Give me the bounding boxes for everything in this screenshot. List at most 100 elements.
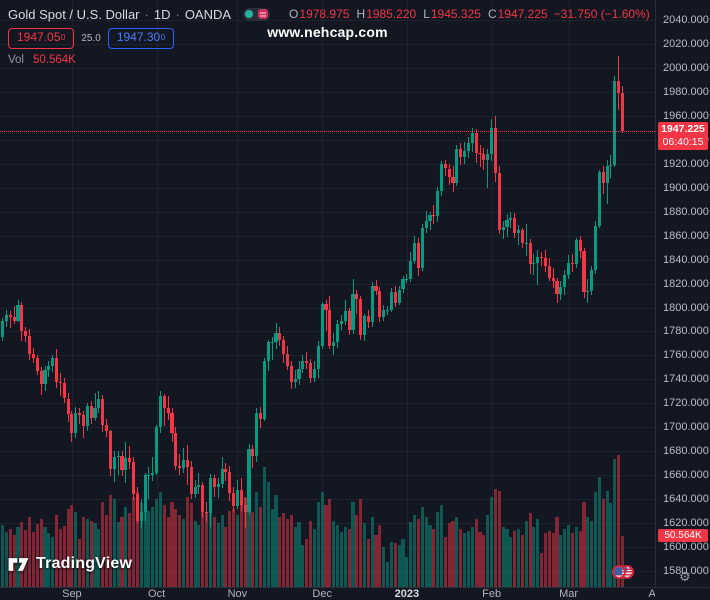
volume-legend-value: 50.564K xyxy=(33,54,76,66)
volume-bar xyxy=(497,491,501,587)
candle-body xyxy=(547,265,551,278)
volume-bar xyxy=(347,529,351,587)
timeframe[interactable]: 1D xyxy=(153,6,171,22)
volume-bar xyxy=(524,521,528,587)
volume-bar xyxy=(282,513,286,587)
candle-body xyxy=(89,405,93,418)
candle-body xyxy=(524,242,528,244)
last-price-label: 1947.225 06:40:15 xyxy=(658,122,708,151)
candle-wick xyxy=(487,149,489,188)
candle-body xyxy=(540,257,544,259)
candle-body xyxy=(332,342,336,346)
time-axis[interactable]: SepOctNovDec2023FebMarApr xyxy=(0,587,666,600)
volume-bar xyxy=(247,477,251,587)
volume-bar xyxy=(255,492,259,587)
volume-bar xyxy=(335,525,340,587)
tradingview-logo[interactable]: TradingView xyxy=(8,555,132,573)
symbol-title[interactable]: Gold Spot / U.S. Dollar xyxy=(8,6,140,22)
low-value: 1945.325 xyxy=(430,7,481,21)
candle-body xyxy=(62,382,66,399)
gridline-v xyxy=(156,0,158,587)
candle-wick xyxy=(198,472,200,495)
volume-bar xyxy=(412,515,417,587)
candle-body xyxy=(31,354,35,358)
candle-wick xyxy=(206,501,208,522)
price-tick-label: 1580.000 xyxy=(663,565,709,577)
candle-body xyxy=(620,93,625,132)
market-status-toggle-icon[interactable] xyxy=(243,7,271,21)
time-tick-label: Sep xyxy=(62,588,82,600)
volume-bar xyxy=(31,532,35,587)
candle-wick xyxy=(79,408,81,424)
candle-body xyxy=(320,303,324,346)
gridline-v xyxy=(71,0,73,587)
candle-body xyxy=(201,484,205,513)
candle-body xyxy=(20,305,24,332)
volume-bar xyxy=(62,526,66,587)
time-tick-label: Dec xyxy=(312,588,332,600)
sell-button[interactable]: 1947.05 0 xyxy=(8,27,75,49)
candle-wick xyxy=(356,289,358,314)
candle-body xyxy=(359,299,363,335)
exchange[interactable]: OANDA xyxy=(184,6,232,22)
chart-pane[interactable]: www.nehcap.com Gold Spot / U.S. Dollar ·… xyxy=(0,0,655,587)
candle-body xyxy=(24,331,28,337)
candle-body xyxy=(54,357,59,382)
candle-body xyxy=(378,290,382,318)
price-axis[interactable]: 2040.000 2020.000 2000.000 1980.000 1960.000… xyxy=(655,0,710,587)
volume-bar xyxy=(343,527,347,587)
gridline-v xyxy=(568,0,570,587)
volume-bar xyxy=(590,521,594,587)
volume-bar xyxy=(463,533,467,587)
volume-bar xyxy=(355,515,359,587)
candle-body xyxy=(235,489,239,507)
close-value: 1947.225 xyxy=(497,7,548,21)
candle-wick xyxy=(518,224,519,246)
candle-body xyxy=(412,242,417,261)
gridline-h xyxy=(0,427,655,429)
candle-body xyxy=(305,361,309,363)
candle-body xyxy=(212,477,216,488)
volume-bar xyxy=(493,489,497,587)
candle-body xyxy=(466,143,471,151)
candle-body xyxy=(316,345,320,369)
candle-body xyxy=(420,228,424,268)
last-price-value: 1947.225 xyxy=(661,123,705,136)
gear-icon[interactable]: ⚙ xyxy=(679,569,691,584)
buy-button[interactable]: 1947.30 0 xyxy=(107,27,175,49)
candle-body xyxy=(278,332,282,340)
candle-body xyxy=(416,242,420,268)
candle-body xyxy=(393,291,397,303)
volume-bar xyxy=(293,527,297,587)
volume-bar xyxy=(439,505,444,587)
candle-body xyxy=(151,472,155,476)
volume-bar xyxy=(174,509,178,587)
candle-body xyxy=(439,163,444,192)
volume-legend-label[interactable]: Vol xyxy=(8,54,24,66)
base-flag-icon xyxy=(612,565,626,579)
volume-bar xyxy=(409,522,413,587)
gridline-h xyxy=(0,211,655,213)
candle-body xyxy=(593,226,598,271)
gridline-h xyxy=(0,283,655,285)
volume-bar xyxy=(97,529,101,587)
volume-bar xyxy=(70,505,74,587)
volume-bar xyxy=(597,477,601,587)
gridline-h xyxy=(0,163,655,165)
candle-body xyxy=(247,448,251,513)
gridline-h xyxy=(0,403,655,405)
volume-bar xyxy=(120,517,124,587)
candle-body xyxy=(147,475,151,477)
candle-body xyxy=(617,81,621,94)
price-tick-label: 1640.000 xyxy=(663,493,709,506)
candle-body xyxy=(1,320,5,338)
candle-wick xyxy=(610,155,612,179)
gridline-h xyxy=(0,331,655,333)
candle-body xyxy=(574,240,578,265)
volume-bar xyxy=(339,532,343,587)
gridline-h xyxy=(0,475,655,477)
instrument-flags-icon[interactable] xyxy=(612,565,634,579)
volume-bar xyxy=(586,517,590,587)
candle-wick xyxy=(294,369,296,388)
candle-body xyxy=(335,324,340,343)
